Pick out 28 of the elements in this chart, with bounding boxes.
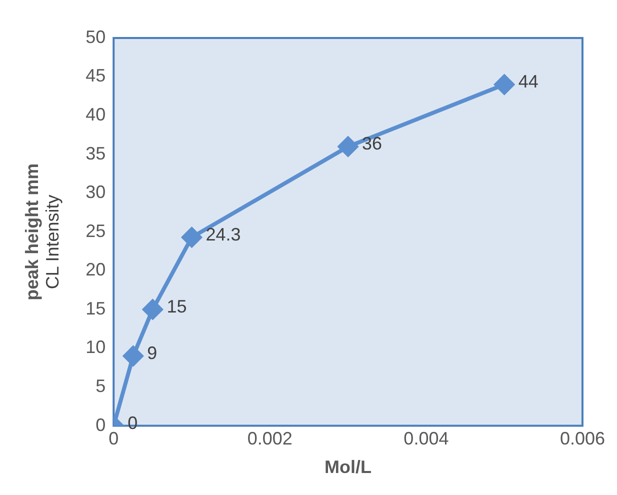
y-tick-label: 35 [86,143,106,164]
text: CL Intensity [42,194,63,290]
y-tick-label: 50 [86,26,106,47]
y-tick-label: 30 [86,182,106,202]
y-tick-label: 0 [96,414,106,435]
y-axis-title: peak height mm [22,163,42,300]
x-tick-label: 0.004 [404,428,449,449]
data-label: 15 [166,296,187,316]
y-tick-label: 5 [96,376,106,396]
x-tick-label: 0.002 [247,428,292,449]
point [142,299,163,320]
point [182,227,202,248]
y-tick-label: 40 [86,104,106,125]
point [494,74,514,95]
y-tick-label: 20 [86,260,106,280]
data-label: 44 [518,72,538,92]
y-tick-label: 10 [86,337,106,358]
y-tick-label: 45 [86,66,106,86]
data-label: 9 [147,342,158,363]
x-tick-label: 0.006 [560,428,605,449]
point [338,136,358,157]
x-axis-title: Mol/L [324,457,372,478]
y-tick-label: 25 [86,220,106,241]
y-tick-label: 15 [86,298,106,318]
x-tick-label: 0 [108,428,119,449]
data-label: 36 [362,134,382,154]
point [123,346,144,366]
data-label: 24.3 [206,224,241,244]
